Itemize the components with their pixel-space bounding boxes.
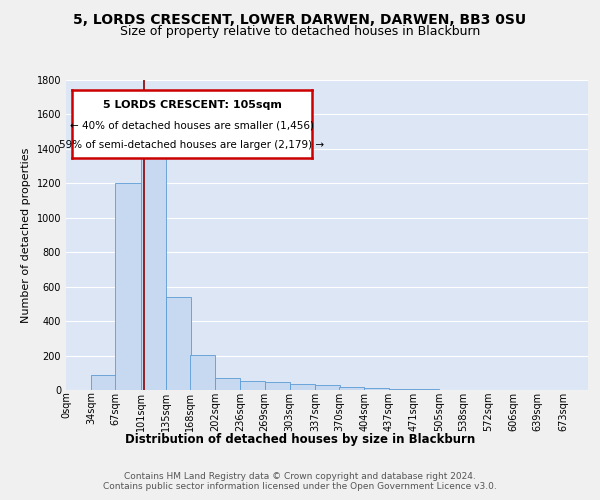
- Bar: [339, 388, 364, 390]
- Bar: [240, 382, 265, 390]
- Bar: [115, 184, 140, 390]
- Text: Contains public sector information licensed under the Open Government Licence v3: Contains public sector information licen…: [103, 482, 497, 491]
- Text: Distribution of detached houses by size in Blackburn: Distribution of detached houses by size …: [125, 432, 475, 446]
- Text: 5 LORDS CRESCENT: 105sqm: 5 LORDS CRESCENT: 105sqm: [103, 100, 281, 110]
- Text: Contains HM Land Registry data © Crown copyright and database right 2024.: Contains HM Land Registry data © Crown c…: [124, 472, 476, 481]
- Text: ← 40% of detached houses are smaller (1,456): ← 40% of detached houses are smaller (1,…: [70, 120, 314, 130]
- Bar: [166, 297, 191, 390]
- Text: Size of property relative to detached houses in Blackburn: Size of property relative to detached ho…: [120, 25, 480, 38]
- Bar: [389, 389, 414, 390]
- Text: 5, LORDS CRESCENT, LOWER DARWEN, DARWEN, BB3 0SU: 5, LORDS CRESCENT, LOWER DARWEN, DARWEN,…: [73, 12, 527, 26]
- Text: 59% of semi-detached houses are larger (2,179) →: 59% of semi-detached houses are larger (…: [59, 140, 325, 150]
- Bar: [215, 378, 240, 390]
- Bar: [91, 374, 116, 390]
- Bar: [140, 137, 166, 390]
- Bar: [290, 384, 315, 390]
- Bar: [315, 385, 340, 390]
- Bar: [364, 388, 389, 390]
- Bar: [265, 382, 290, 390]
- Y-axis label: Number of detached properties: Number of detached properties: [21, 148, 31, 322]
- Bar: [190, 354, 215, 390]
